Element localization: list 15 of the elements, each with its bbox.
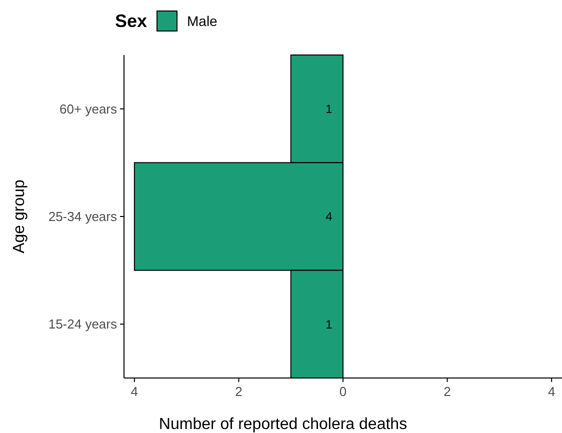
data-label: 1 bbox=[326, 102, 333, 116]
x-axis-title: Number of reported cholera deaths bbox=[158, 416, 408, 433]
x-tick-label: 4 bbox=[548, 384, 556, 399]
data-label: 1 bbox=[326, 317, 333, 332]
y-tick-label: 15-24 years bbox=[48, 316, 118, 332]
y-tick-label: 25-34 years bbox=[48, 209, 118, 224]
x-tick-label: 4 bbox=[130, 384, 138, 399]
data-label: 4 bbox=[326, 210, 333, 224]
y-axis-title: Age group bbox=[11, 179, 28, 254]
x-tick-label: 0 bbox=[339, 384, 347, 399]
x-tick-label: 2 bbox=[444, 384, 451, 399]
y-tick-label: 60+ years bbox=[60, 101, 118, 116]
legend-label: Male bbox=[187, 13, 218, 29]
x-tick-label: 2 bbox=[235, 384, 242, 399]
legend-title: Sex bbox=[115, 11, 148, 31]
